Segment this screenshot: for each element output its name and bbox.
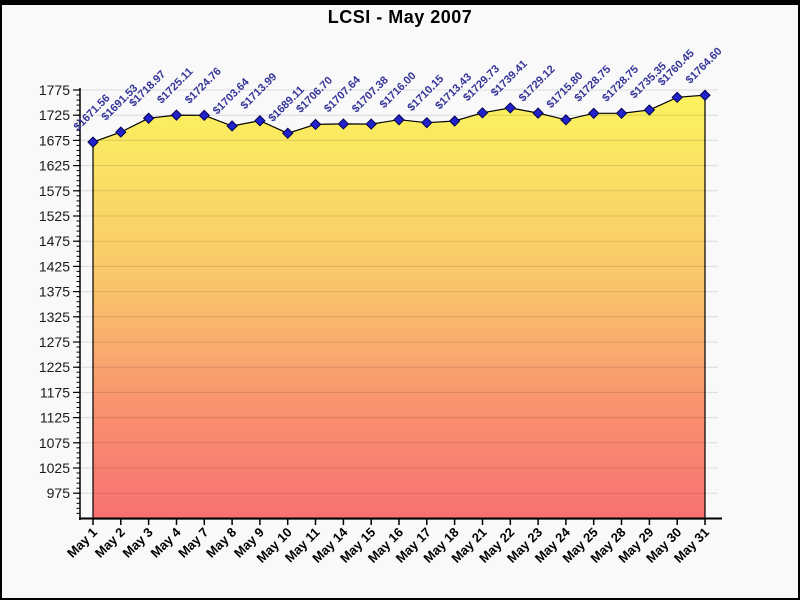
data-point-marker	[671, 91, 683, 104]
y-tick-label: 1575	[39, 183, 70, 199]
chart-title: LCSI - May 2007	[327, 7, 473, 27]
data-point-marker	[588, 107, 600, 120]
y-tick-label: 1325	[39, 309, 70, 325]
x-tick-label: May 2	[92, 525, 128, 561]
y-tick-label: 1725	[39, 107, 70, 123]
y-tick-label: 1225	[39, 359, 70, 375]
y-tick-label: 1775	[39, 82, 70, 98]
y-tick-label: 1475	[39, 233, 70, 249]
data-point-marker	[504, 102, 516, 114]
y-tick-label: 1125	[40, 410, 70, 426]
x-tick-label: May 7	[175, 525, 211, 561]
data-point-marker	[198, 109, 210, 122]
data-point-marker	[615, 107, 628, 120]
data-point-marker	[309, 118, 322, 131]
area-fill	[92, 94, 706, 520]
data-point-marker	[643, 104, 656, 116]
data-point-marker	[421, 116, 433, 129]
data-point-marker	[476, 107, 489, 119]
data-point-marker	[448, 115, 461, 127]
y-tick-label: 1625	[39, 158, 70, 174]
y-tick-label: 1075	[39, 435, 70, 451]
data-point-marker	[226, 120, 238, 132]
y-tick-label: 1275	[39, 334, 70, 350]
y-tick-label: 1425	[39, 258, 70, 274]
data-point-marker	[142, 112, 155, 124]
data-point-marker	[337, 118, 350, 130]
y-tick-label: 1025	[39, 460, 70, 476]
data-point-marker	[393, 114, 405, 126]
data-point-marker	[282, 127, 294, 139]
x-tick-label: May 8	[203, 525, 239, 561]
x-tick-label: May 3	[120, 525, 156, 561]
data-point-marker	[532, 107, 544, 119]
data-point-marker	[699, 89, 711, 101]
y-tick-label: 1375	[39, 284, 70, 300]
data-point-marker	[560, 114, 572, 126]
data-point-marker	[115, 126, 127, 138]
data-point-marker	[254, 115, 266, 127]
data-point-marker	[365, 118, 377, 130]
y-tick-label: 1675	[39, 132, 70, 148]
y-tick-label: 1175	[40, 384, 70, 400]
chart-canvas: 975 1025 1075 1125 1175 1225 1275 1325 1375 1425 1…	[39, 45, 725, 565]
y-tick-label: 975	[47, 485, 71, 501]
x-tick-label: May 1	[64, 525, 100, 561]
y-tick-label: 1525	[39, 208, 70, 224]
x-tick-label: May 4	[147, 524, 184, 561]
data-point-marker	[87, 136, 99, 148]
data-point-marker	[170, 109, 183, 121]
